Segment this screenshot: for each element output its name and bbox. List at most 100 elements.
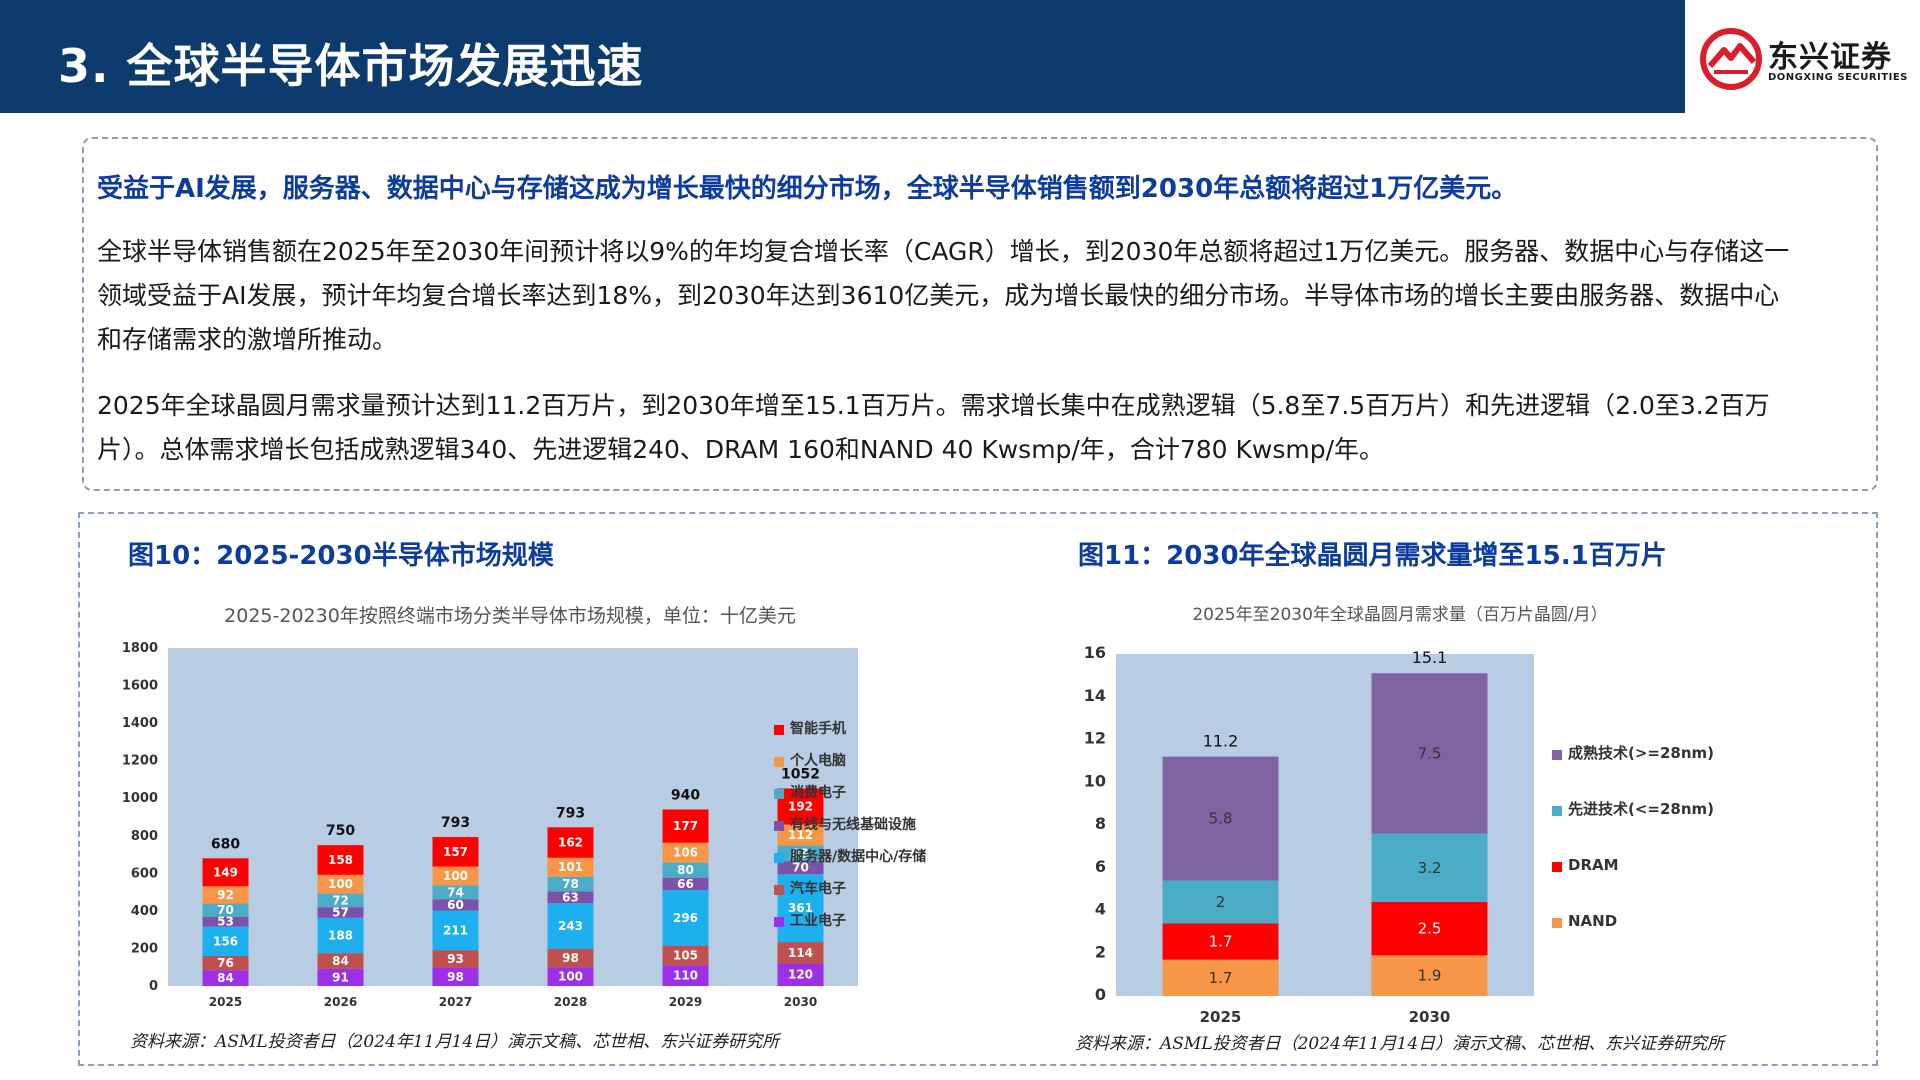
data-label: 120	[788, 968, 813, 982]
y-tick-label: 1400	[122, 716, 158, 731]
total-label: 11.2	[1203, 732, 1239, 751]
plot-area	[168, 648, 858, 986]
data-label: 78	[562, 877, 579, 891]
y-tick-label: 4	[1095, 900, 1106, 919]
bar-segment	[202, 903, 249, 917]
total-label: 940	[671, 787, 700, 803]
data-label: 157	[443, 845, 468, 859]
legend-label: DRAM	[1568, 856, 1619, 874]
data-label: 106	[673, 846, 698, 860]
y-tick-label: 1200	[122, 754, 158, 769]
data-label: 80	[677, 863, 694, 877]
legend-swatch	[774, 757, 784, 767]
y-tick-label: 1600	[122, 679, 158, 694]
bar-segment	[662, 862, 709, 878]
bar-segment	[777, 824, 824, 846]
total-label: 1052	[781, 766, 820, 782]
legend-swatch	[774, 853, 784, 863]
data-label: 91	[332, 970, 349, 984]
legend-swatch	[1552, 806, 1562, 816]
legend-label: 汽车电子	[790, 880, 846, 897]
legend-label: NAND	[1568, 912, 1617, 930]
bar-segment	[317, 874, 364, 894]
data-label: 72	[332, 893, 349, 907]
bar-segment	[1371, 955, 1488, 996]
summary-paragraph-1: 全球半导体销售额在2025年至2030年间预计将以9%的年均复合增长率（CAGR…	[97, 237, 1790, 354]
legend-label: 智能手机	[789, 720, 846, 737]
data-label: 92	[217, 888, 234, 902]
data-label: 1.7	[1209, 932, 1233, 950]
y-tick-label: 1800	[122, 641, 158, 656]
bar-segment	[777, 942, 824, 964]
legend-label: 个人电脑	[789, 752, 846, 769]
charts-box	[78, 512, 1878, 1066]
data-label: 1.7	[1209, 969, 1233, 987]
x-tick-label: 2027	[439, 995, 472, 1009]
legend-swatch	[774, 917, 784, 927]
data-label: 100	[558, 970, 583, 984]
header-bar	[0, 0, 1685, 113]
data-label: 243	[558, 919, 583, 933]
logo: 东兴证券 DONGXING SECURITIES	[1700, 24, 1910, 94]
data-label: 98	[447, 970, 464, 984]
legend-label: 有线与无线基础设施	[790, 816, 916, 833]
data-label: 70	[217, 903, 234, 917]
data-label: 63	[562, 890, 579, 904]
legend-swatch	[1552, 918, 1562, 928]
data-label: 192	[788, 799, 813, 813]
bar-segment	[202, 955, 249, 971]
total-label: 793	[556, 805, 585, 821]
legend-label: 服务器/数据中心/存储	[790, 848, 926, 865]
data-label: 1.9	[1418, 967, 1442, 985]
legend-label: 先进技术(<=28nm)	[1568, 800, 1714, 818]
data-label: 158	[328, 853, 353, 867]
data-label: 66	[677, 877, 694, 891]
legend-label: 成熟技术(>=28nm)	[1568, 744, 1714, 762]
page-title: 3. 全球半导体市场发展迅速	[58, 39, 644, 93]
logo-name: 东兴证券	[1768, 40, 1892, 75]
bar-segment	[1162, 756, 1279, 881]
bar-segment	[547, 857, 594, 877]
bar-segment	[662, 945, 709, 966]
source-note-right: 资料来源：ASML投资者日（2024年11月14日）演示文稿、芯世相、东兴证券研…	[1075, 1034, 1725, 1054]
bar-segment	[777, 845, 824, 862]
x-tick-label: 2030	[1409, 1008, 1451, 1026]
y-tick-label: 6	[1095, 857, 1106, 876]
figure-10-title: 图10：2025-2030半导体市场规模	[128, 541, 554, 571]
y-tick-label: 12	[1084, 729, 1106, 748]
bar-segment	[432, 950, 479, 968]
data-label: 2.5	[1418, 920, 1442, 938]
y-tick-label: 800	[131, 829, 158, 844]
y-tick-label: 0	[1095, 985, 1106, 1004]
bar-segment	[777, 788, 824, 825]
y-tick-label: 10	[1084, 771, 1106, 790]
wafer-demand-chart: 2025年至2030年全球晶圆月需求量（百万片晶圆/月） 0 2 4 6 8 10 12 14 1…	[1084, 605, 1714, 1026]
data-label: 156	[213, 934, 238, 948]
x-tick-label: 2029	[669, 995, 702, 1009]
bar-segment	[202, 926, 249, 956]
dongxing-logo-icon	[1700, 28, 1762, 90]
data-label: 112	[788, 828, 813, 842]
bar-segment	[202, 916, 249, 927]
legend-swatch	[1552, 750, 1562, 760]
data-label: 114	[788, 946, 813, 960]
logo-subtitle: DONGXING SECURITIES	[1768, 72, 1908, 83]
source-note-left: 资料来源：ASML投资者日（2024年11月14日）演示文稿、芯世相、东兴证券研…	[130, 1032, 780, 1052]
summary-paragraph-2: 2025年全球晶圆月需求量预计达到11.2百万片，到2030年增至15.1百万片…	[97, 391, 1770, 464]
legend-swatch	[774, 885, 784, 895]
bar-segment	[1162, 923, 1279, 960]
y-tick-label: 16	[1084, 643, 1106, 662]
total-label: 680	[211, 836, 240, 852]
total-label: 793	[441, 815, 470, 831]
bar-segment	[202, 858, 249, 887]
data-label: 57	[332, 905, 349, 919]
y-tick-label: 8	[1095, 814, 1106, 833]
bar-segment	[432, 899, 479, 911]
summary-headline: 受益于AI发展，服务器、数据中心与存储这成为增长最快的细分市场，全球半导体销售额…	[97, 174, 1518, 204]
data-label: 100	[328, 877, 353, 891]
data-label: 76	[217, 956, 234, 970]
data-label: 5.8	[1209, 810, 1233, 828]
bar-segment	[777, 861, 824, 875]
total-label: 15.1	[1412, 648, 1448, 667]
x-tick-label: 2028	[554, 995, 587, 1009]
